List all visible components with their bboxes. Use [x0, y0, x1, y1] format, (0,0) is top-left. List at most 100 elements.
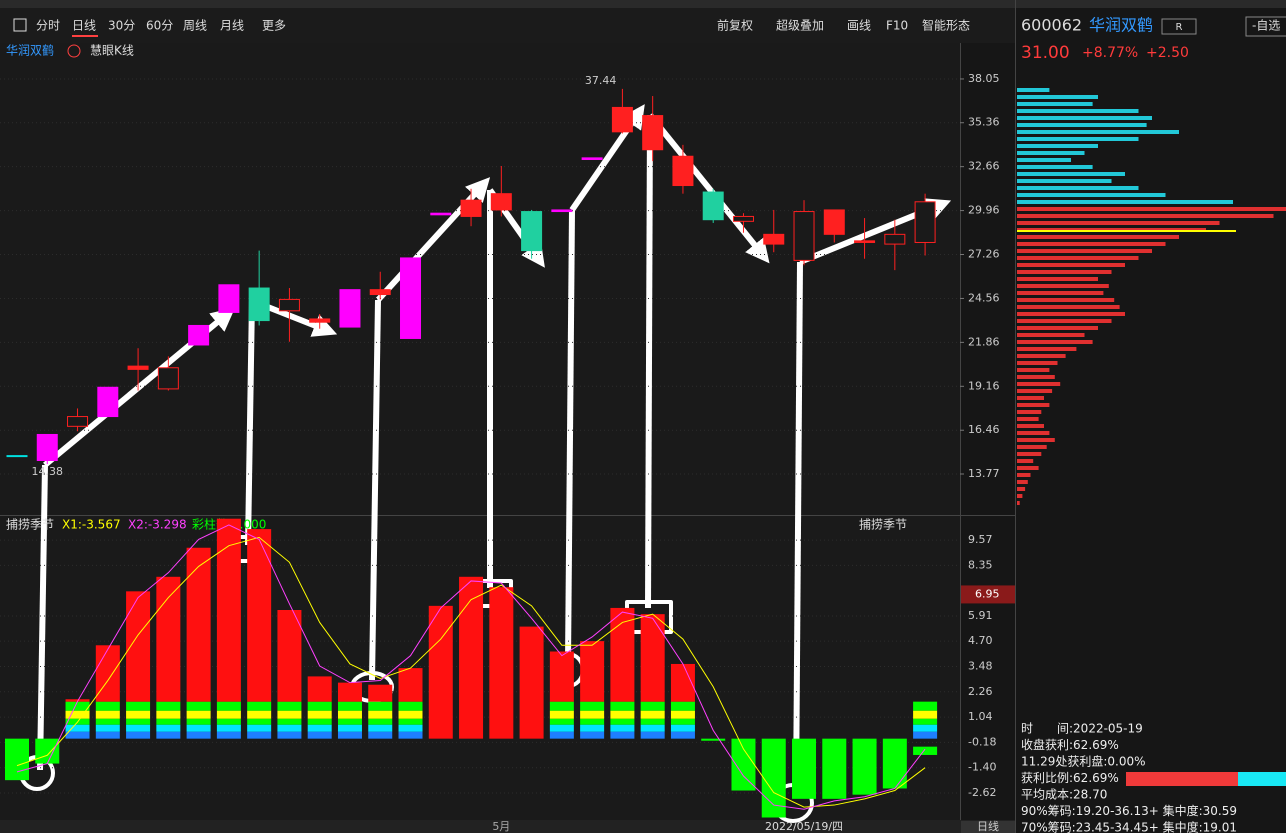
- chip-bar: [1017, 151, 1085, 155]
- toolbar-button[interactable]: 月线: [220, 19, 244, 33]
- chip-bar: [1017, 396, 1044, 400]
- indicator-bar: [701, 738, 726, 741]
- chip-bar: [1017, 438, 1055, 442]
- chip-bar: [1017, 137, 1139, 141]
- chip-info: 获利比例:62.69%: [1021, 771, 1119, 785]
- toolbar-button[interactable]: 超级叠加: [776, 18, 824, 33]
- rainbow-segment: [156, 718, 181, 725]
- rainbow-segment: [398, 724, 423, 732]
- rainbow-segment: [640, 701, 665, 711]
- chip-bar: [1017, 445, 1047, 449]
- rainbow-segment: [398, 710, 423, 719]
- rainbow-segment: [368, 731, 393, 739]
- chip-bar: [1017, 242, 1166, 246]
- rainbow-segment: [610, 724, 635, 732]
- rainbow-segment: [670, 731, 695, 739]
- chip-bar: [1017, 305, 1120, 309]
- candle-body: [309, 318, 331, 323]
- rainbow-segment: [307, 731, 332, 739]
- y-tick-label: 32.66: [968, 160, 1000, 173]
- chip-bar: [1017, 88, 1050, 92]
- chip-bar: [1017, 109, 1139, 113]
- chip-bar: [1017, 466, 1039, 470]
- chip-bar: [1017, 256, 1139, 260]
- chip-bar: [1017, 263, 1125, 267]
- candle-body: [642, 115, 664, 151]
- rainbow-segment: [670, 724, 695, 732]
- toolbar-button[interactable]: 更多: [262, 19, 286, 33]
- chip-bar: [1017, 249, 1152, 253]
- rainbow-segment: [186, 731, 211, 739]
- rainbow-segment: [640, 718, 665, 725]
- rainbow-segment: [247, 710, 272, 719]
- chip-bar: [1017, 291, 1104, 295]
- rainbow-segment: [368, 701, 393, 711]
- indicator-bar: [186, 547, 211, 702]
- toolbar-button[interactable]: 周线: [183, 19, 207, 33]
- candle-body: [127, 365, 149, 370]
- current-badge: [961, 585, 1015, 604]
- rainbow-segment: [126, 701, 151, 711]
- indicator-bar: [670, 663, 695, 702]
- indicator-line: [16, 524, 926, 810]
- rainbow-segment: [95, 701, 120, 711]
- chip-bar: [1017, 172, 1125, 176]
- candle-body: [763, 233, 785, 245]
- toolbar-button[interactable]: 60分: [146, 19, 173, 33]
- rainbow-segment: [216, 710, 241, 719]
- toolbar-button[interactable]: 画线: [847, 19, 871, 33]
- y-tick-label: 27.26: [968, 248, 1000, 261]
- toolbar-button[interactable]: 智能形态: [922, 18, 970, 33]
- watch-box[interactable]: [1245, 16, 1286, 37]
- change: +2.50: [1146, 45, 1189, 61]
- indicator-legend: X1:-3.567: [62, 518, 121, 532]
- candle-body: [521, 211, 543, 252]
- chip-bar: [1017, 403, 1050, 407]
- period-box: [961, 821, 1015, 833]
- indicator-bar: [5, 738, 29, 781]
- toolbar-button[interactable]: F10: [886, 19, 908, 33]
- chip-bar: [1017, 375, 1055, 379]
- rainbow-segment: [670, 718, 695, 725]
- y-tick-label: -0.18: [968, 735, 996, 748]
- candle-body: [97, 386, 119, 418]
- y-tick-label: 2.26: [968, 685, 993, 698]
- y-tick-label: 9.57: [968, 533, 993, 546]
- toolbar-button[interactable]: 分时: [36, 19, 60, 33]
- rainbow-segment: [610, 710, 635, 719]
- rainbow-segment: [186, 710, 211, 719]
- candle-body: [672, 155, 694, 187]
- y-tick-label: 21.86: [968, 335, 1000, 348]
- rainbow-segment: [398, 701, 423, 711]
- period-label: 日线: [977, 819, 999, 833]
- chip-bar: [1017, 452, 1042, 456]
- rainbow-segment: [368, 724, 393, 732]
- chip-info: 70%筹码:23.45-34.45+ 集中度:19.01: [1021, 820, 1237, 833]
- x-axis-bar: [0, 820, 1015, 833]
- rainbow-segment: [277, 710, 302, 719]
- watch-button[interactable]: -自选: [1252, 19, 1280, 33]
- candle-body: [460, 199, 482, 217]
- rainbow-segment: [337, 731, 362, 739]
- chip-info: 90%筹码:19.20-36.13+ 集中度:30.59: [1021, 803, 1237, 818]
- rainbow-segment: [670, 701, 695, 711]
- rainbow-segment: [307, 701, 332, 711]
- chip-bar: [1017, 144, 1098, 148]
- toolbar-button[interactable]: 日线: [72, 19, 96, 33]
- chip-bar: [1017, 319, 1112, 323]
- price-annotation: 37.44: [585, 74, 617, 87]
- chip-bar: [1017, 193, 1166, 197]
- rainbow-segment: [640, 710, 665, 719]
- toolbar-button[interactable]: 30分: [108, 19, 135, 33]
- chip-bar: [1017, 207, 1286, 211]
- candle-body: [551, 209, 573, 213]
- indicator-bar: [216, 518, 241, 702]
- annotation-line: [245, 299, 255, 546]
- toolbar-button[interactable]: 前复权: [717, 18, 753, 33]
- chip-bar: [1017, 417, 1039, 421]
- rainbow-segment: [186, 701, 211, 711]
- profit-bar-rest: [1238, 772, 1286, 786]
- rainbow-segment: [549, 710, 574, 719]
- annotation-line: [565, 209, 575, 663]
